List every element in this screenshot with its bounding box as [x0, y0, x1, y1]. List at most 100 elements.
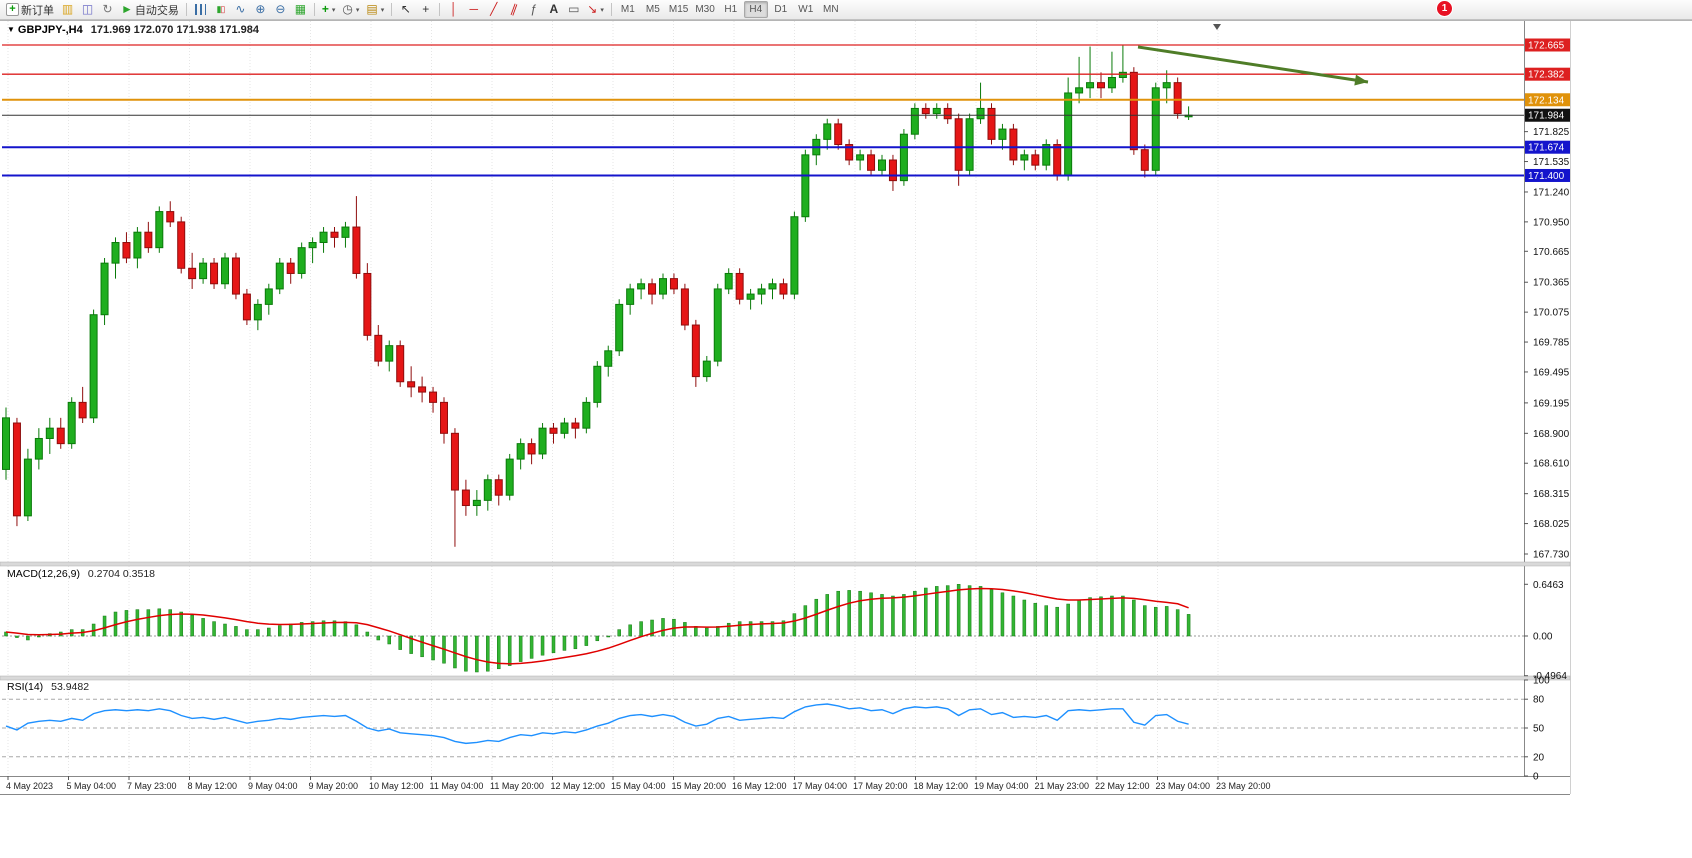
candle: [648, 278, 657, 305]
templates-button[interactable]: ▤ ▾: [363, 1, 387, 18]
macd-histogram-bar: [705, 627, 709, 637]
horizontal-line-button[interactable]: ─: [464, 1, 483, 18]
macd-histogram-bar: [245, 629, 249, 637]
rsi-name: RSI(14): [7, 681, 44, 693]
cursor-button[interactable]: ↖: [396, 1, 415, 18]
candle: [954, 113, 963, 186]
candle: [987, 103, 996, 145]
indicators-button[interactable]: + ▾: [319, 1, 339, 18]
periods-button[interactable]: ◷ ▾: [339, 1, 362, 18]
candle: [166, 201, 175, 228]
vertical-line-button[interactable]: │: [444, 1, 463, 18]
timeframe-m1-button[interactable]: M1: [620, 4, 635, 15]
chart-grid: [7, 21, 1219, 776]
line-chart-button[interactable]: ∿: [231, 1, 250, 18]
macd-histogram-bar: [584, 635, 589, 646]
candle: [231, 252, 240, 300]
candle: [1140, 144, 1149, 178]
macd-histogram-bar: [1066, 603, 1070, 637]
label-button[interactable]: ▭: [564, 1, 583, 18]
chart-shift-marker[interactable]: [1213, 24, 1221, 30]
crosshair-button[interactable]: +: [416, 1, 435, 18]
chart-menu-caret-icon[interactable]: ▼: [7, 25, 15, 34]
toolbar-separator: [439, 3, 441, 16]
candle: [374, 325, 383, 367]
time-tick-label: 17 May 04:00: [793, 781, 848, 791]
candle: [505, 453, 514, 501]
auto-trading-button[interactable]: ► 自动交易: [118, 1, 182, 18]
candle: [242, 288, 251, 326]
candle: [1118, 45, 1127, 83]
timeframe-m15-button[interactable]: M15: [668, 4, 689, 15]
candle: [910, 103, 919, 140]
chart-frame: [0, 20, 1692, 795]
timeframe-mn-button[interactable]: MN: [822, 4, 839, 15]
macd-histogram-bar: [420, 635, 424, 658]
macd-histogram-bar: [223, 623, 227, 637]
candle: [45, 417, 54, 454]
charts-button[interactable]: ▥: [58, 1, 77, 18]
profiles-button[interactable]: ◫: [78, 1, 97, 18]
candle: [538, 423, 547, 460]
crosshair-icon: +: [422, 2, 430, 16]
candle: [341, 221, 350, 248]
zoom-in-button[interactable]: ⊕: [251, 1, 270, 18]
macd-histogram-bar: [201, 618, 205, 637]
charts-icon: ▥: [61, 2, 74, 16]
macd-axis-label: 0.00: [1533, 632, 1553, 643]
price-tick-label: 170.950: [1533, 217, 1570, 228]
panel-separators[interactable]: [0, 561, 1571, 681]
zoom-in-icon: ⊕: [255, 2, 266, 16]
candle: [319, 227, 328, 253]
text-button[interactable]: A: [544, 1, 563, 18]
time-tick-label: 5 May 04:00: [67, 781, 117, 791]
chevron-down-icon: ▾: [355, 6, 360, 14]
macd-histogram-bar: [989, 589, 994, 637]
notification-badge[interactable]: 1: [1437, 1, 1452, 16]
timeframe-h1-button[interactable]: H1: [724, 4, 738, 15]
candle: [286, 257, 295, 284]
svg-text:171.400: 171.400: [1528, 171, 1565, 182]
arrows-button[interactable]: ↘ ▾: [584, 1, 607, 18]
candle: [440, 397, 448, 444]
timeframe-w1-button[interactable]: W1: [798, 4, 814, 15]
chevron-down-icon: ▾: [380, 6, 385, 14]
macd-values: 0.2704 0.3518: [87, 568, 156, 580]
label-icon: ▭: [568, 2, 580, 16]
timeframe-d1-button[interactable]: D1: [774, 4, 788, 15]
macd-histogram-bar: [650, 619, 654, 637]
price-axis[interactable]: 171.825 171.535 171.240 170.950 170.665 170.3…: [1524, 38, 1570, 561]
candle: [790, 211, 799, 300]
macd-histogram-bar: [628, 624, 632, 637]
refresh-button[interactable]: ↻: [98, 1, 117, 18]
candlestick-chart-button[interactable]: ▮ ▯: [211, 1, 230, 18]
candle: [834, 118, 843, 150]
timeframe-h4-button[interactable]: H4: [743, 1, 768, 18]
level-lines[interactable]: [2, 44, 1524, 177]
price-tick-label: 168.025: [1533, 519, 1570, 530]
candle: [571, 417, 580, 439]
candle: [472, 490, 481, 516]
fibonacci-button[interactable]: ƒ: [524, 1, 543, 18]
new-order-button[interactable]: + 新订单: [3, 1, 57, 18]
timeframe-m5-button[interactable]: M5: [645, 4, 660, 15]
channel-icon: ∥: [508, 1, 520, 17]
trendline-icon: ╱: [490, 2, 498, 16]
zoom-out-button[interactable]: ⊖: [271, 1, 290, 18]
macd-histogram-bar: [288, 623, 293, 637]
bars-chart-button[interactable]: [191, 1, 210, 18]
trendline-button[interactable]: ╱: [484, 1, 503, 18]
macd-histogram-bar: [212, 621, 216, 637]
macd-histogram-bar: [639, 621, 643, 637]
macd-histogram-bar: [617, 629, 621, 637]
tile-windows-button[interactable]: ▦: [291, 1, 310, 18]
candle: [516, 438, 525, 470]
trend-arrow-annotation[interactable]: [1137, 45, 1369, 86]
macd-histogram-bar: [902, 594, 906, 637]
channel-button[interactable]: ∥: [504, 1, 523, 18]
timeframe-m30-button[interactable]: M30: [695, 4, 715, 15]
time-axis[interactable]: 4 May 2023 5 May 04:00 7 May 23:00 8 May 12…: [6, 776, 1271, 791]
macd-histogram-bar: [1022, 599, 1027, 637]
macd-histogram-bar: [924, 587, 928, 637]
